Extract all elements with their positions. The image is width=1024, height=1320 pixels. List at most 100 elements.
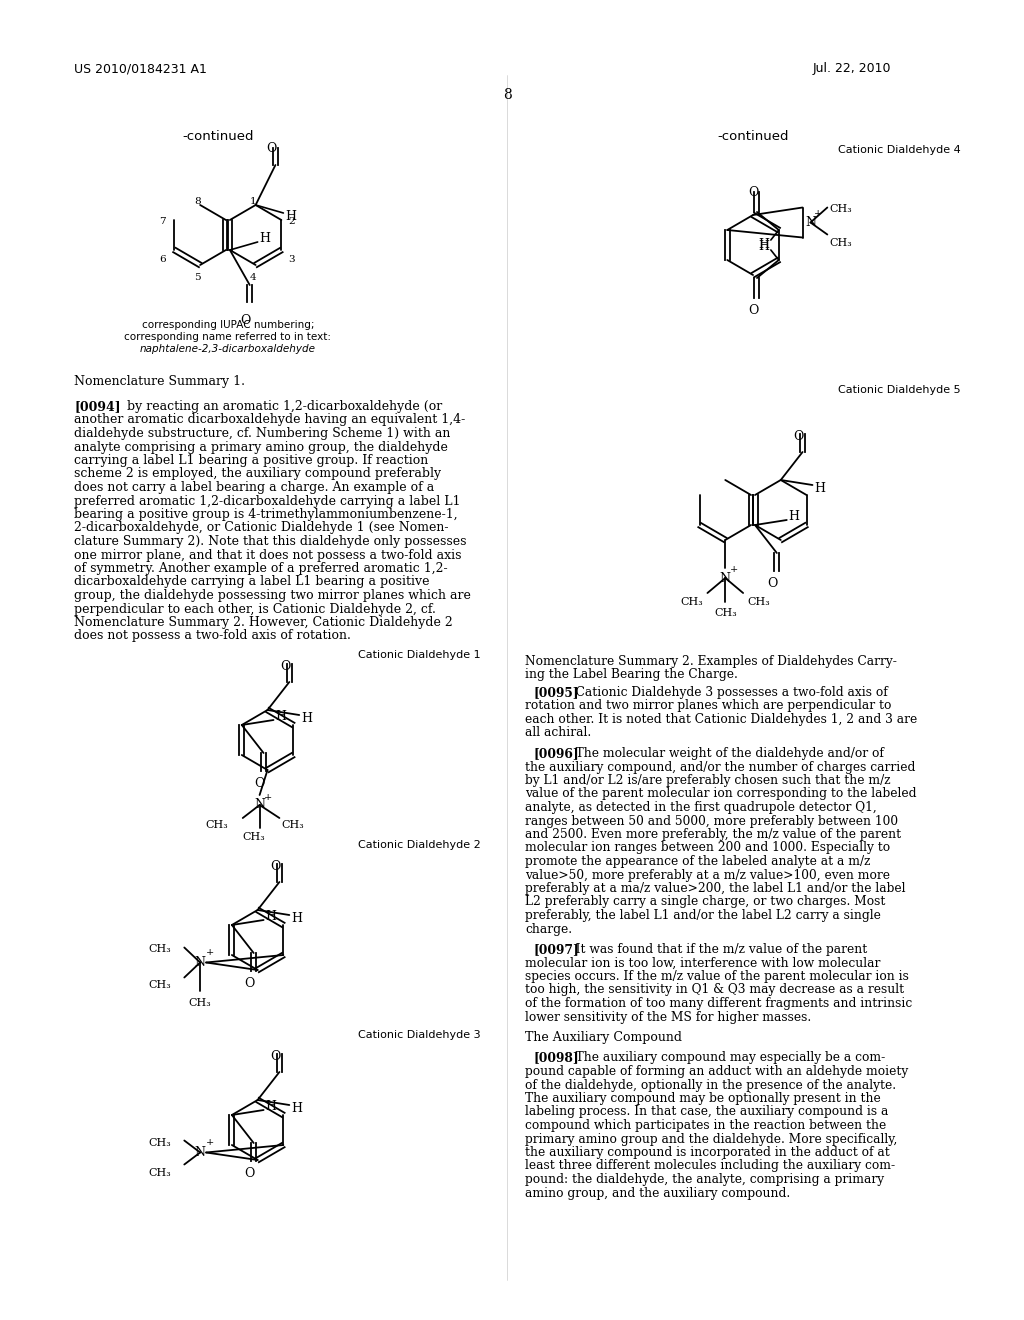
Text: H: H <box>265 1101 276 1114</box>
Text: +: + <box>814 209 822 218</box>
Text: of the formation of too many different fragments and intrinsic: of the formation of too many different f… <box>525 997 912 1010</box>
Text: Nomenclature Summary 2. However, Cationic Dialdehyde 2: Nomenclature Summary 2. However, Cationi… <box>75 616 453 630</box>
Text: Cationic Dialdehyde 3: Cationic Dialdehyde 3 <box>358 1030 480 1040</box>
Text: CH₃: CH₃ <box>148 1167 171 1177</box>
Text: too high, the sensitivity in Q1 & Q3 may decrease as a result: too high, the sensitivity in Q1 & Q3 may… <box>525 983 904 997</box>
Text: value>50, more preferably at a m/z value>100, even more: value>50, more preferably at a m/z value… <box>525 869 890 882</box>
Text: of the dialdehyde, optionally in the presence of the analyte.: of the dialdehyde, optionally in the pre… <box>525 1078 896 1092</box>
Text: of symmetry. Another example of a preferred aromatic 1,2-: of symmetry. Another example of a prefer… <box>75 562 447 576</box>
Text: pound capable of forming an adduct with an aldehyde moiety: pound capable of forming an adduct with … <box>525 1065 908 1078</box>
Text: naphtalene-2,3-dicarboxaldehyde: naphtalene-2,3-dicarboxaldehyde <box>140 345 315 354</box>
Text: H: H <box>301 711 312 725</box>
Text: CH₃: CH₃ <box>188 998 212 1007</box>
Text: dicarboxaldehyde carrying a label L1 bearing a positive: dicarboxaldehyde carrying a label L1 bea… <box>75 576 430 589</box>
Text: O: O <box>794 430 804 444</box>
Text: O: O <box>768 577 778 590</box>
Text: +: + <box>264 793 272 803</box>
Text: The auxiliary compound may be optionally present in the: The auxiliary compound may be optionally… <box>525 1092 881 1105</box>
Text: preferred aromatic 1,2-dicarboxaldehyde carrying a label L1: preferred aromatic 1,2-dicarboxaldehyde … <box>75 495 461 507</box>
Text: [0094]: [0094] <box>75 400 121 413</box>
Text: another aromatic dicarboxaldehyde having an equivalent 1,4-: another aromatic dicarboxaldehyde having… <box>75 413 466 426</box>
Text: least three different molecules including the auxiliary com-: least three different molecules includin… <box>525 1159 895 1172</box>
Text: lower sensitivity of the MS for higher masses.: lower sensitivity of the MS for higher m… <box>525 1011 811 1023</box>
Text: carrying a label L1 bearing a positive group. If reaction: carrying a label L1 bearing a positive g… <box>75 454 429 467</box>
Text: CH₃: CH₃ <box>282 820 304 830</box>
Text: 8: 8 <box>194 197 201 206</box>
Text: corresponding IUPAC numbering;: corresponding IUPAC numbering; <box>141 319 314 330</box>
Text: The auxiliary compound may especially be a com-: The auxiliary compound may especially be… <box>564 1052 885 1064</box>
Text: ing the Label Bearing the Charge.: ing the Label Bearing the Charge. <box>525 668 738 681</box>
Text: H: H <box>758 239 769 252</box>
Text: O: O <box>266 143 276 154</box>
Text: all achiral.: all achiral. <box>525 726 592 739</box>
Text: 2-dicarboxaldehyde, or Cationic Dialdehyde 1 (see Nomen-: 2-dicarboxaldehyde, or Cationic Dialdehy… <box>75 521 449 535</box>
Text: H: H <box>265 911 276 924</box>
Text: CH₃: CH₃ <box>148 1138 171 1147</box>
Text: O: O <box>748 186 758 199</box>
Text: -continued: -continued <box>182 129 254 143</box>
Text: N: N <box>195 1146 206 1159</box>
Text: [0096]: [0096] <box>534 747 579 760</box>
Text: It was found that if the m/z value of the parent: It was found that if the m/z value of th… <box>564 942 867 956</box>
Text: The molecular weight of the dialdehyde and/or of: The molecular weight of the dialdehyde a… <box>564 747 884 760</box>
Text: CH₃: CH₃ <box>148 945 171 954</box>
Text: O: O <box>748 304 758 317</box>
Text: -continued: -continued <box>717 129 788 143</box>
Text: 3: 3 <box>289 255 295 264</box>
Text: compound which participates in the reaction between the: compound which participates in the react… <box>525 1119 887 1133</box>
Text: does not carry a label bearing a charge. An example of a: does not carry a label bearing a charge.… <box>75 480 434 494</box>
Text: [0095]: [0095] <box>534 686 579 700</box>
Text: H: H <box>291 912 302 924</box>
Text: O: O <box>270 1049 281 1063</box>
Text: molecular ion ranges between 200 and 1000. Especially to: molecular ion ranges between 200 and 100… <box>525 842 890 854</box>
Text: dialdehyde substructure, cf. Numbering Scheme 1) with an: dialdehyde substructure, cf. Numbering S… <box>75 426 451 440</box>
Text: 5: 5 <box>194 273 201 282</box>
Text: O: O <box>245 977 255 990</box>
Text: promote the appearance of the labeled analyte at a m/z: promote the appearance of the labeled an… <box>525 855 870 869</box>
Text: 7: 7 <box>159 216 166 226</box>
Text: group, the dialdehyde possessing two mirror planes which are: group, the dialdehyde possessing two mir… <box>75 589 471 602</box>
Text: 1: 1 <box>250 197 256 206</box>
Text: scheme 2 is employed, the auxiliary compound preferably: scheme 2 is employed, the auxiliary comp… <box>75 467 441 480</box>
Text: CH₃: CH₃ <box>829 205 852 214</box>
Text: O: O <box>245 1167 255 1180</box>
Text: pound: the dialdehyde, the analyte, comprising a primary: pound: the dialdehyde, the analyte, comp… <box>525 1173 885 1185</box>
Text: CH₃: CH₃ <box>748 597 770 607</box>
Text: O: O <box>281 660 291 673</box>
Text: Nomenclature Summary 2. Examples of Dialdehydes Carry-: Nomenclature Summary 2. Examples of Dial… <box>525 655 897 668</box>
Text: CH₃: CH₃ <box>243 832 265 842</box>
Text: primary amino group and the dialdehyde. More specifically,: primary amino group and the dialdehyde. … <box>525 1133 897 1146</box>
Text: perpendicular to each other, is Cationic Dialdehyde 2, cf.: perpendicular to each other, is Cationic… <box>75 602 436 615</box>
Text: preferably, the label L1 and/or the label L2 carry a single: preferably, the label L1 and/or the labe… <box>525 909 881 921</box>
Text: 4: 4 <box>250 273 256 282</box>
Text: bearing a positive group is 4-trimethylammoniumbenzene-1,: bearing a positive group is 4-trimethyla… <box>75 508 458 521</box>
Text: Jul. 22, 2010: Jul. 22, 2010 <box>812 62 891 75</box>
Text: N: N <box>254 799 265 812</box>
Text: CH₃: CH₃ <box>714 609 736 618</box>
Text: Cationic Dialdehyde 4: Cationic Dialdehyde 4 <box>839 145 962 154</box>
Text: and 2500. Even more preferably, the m/z value of the parent: and 2500. Even more preferably, the m/z … <box>525 828 901 841</box>
Text: H: H <box>286 210 296 223</box>
Text: +: + <box>206 948 214 957</box>
Text: H: H <box>275 710 287 723</box>
Text: one mirror plane, and that it does not possess a two-fold axis: one mirror plane, and that it does not p… <box>75 549 462 561</box>
Text: H: H <box>260 231 270 244</box>
Text: by reacting an aromatic 1,2-dicarboxaldehyde (or: by reacting an aromatic 1,2-dicarboxalde… <box>119 400 442 413</box>
Text: H: H <box>758 238 769 251</box>
Text: CH₃: CH₃ <box>205 820 228 830</box>
Text: the auxiliary compound, and/or the number of charges carried: the auxiliary compound, and/or the numbe… <box>525 760 915 774</box>
Text: CH₃: CH₃ <box>829 238 852 248</box>
Text: 8: 8 <box>503 88 512 102</box>
Text: charge.: charge. <box>525 923 572 936</box>
Text: The Auxiliary Compound: The Auxiliary Compound <box>525 1031 682 1044</box>
Text: CH₃: CH₃ <box>681 597 703 607</box>
Text: L2 preferably carry a single charge, or two charges. Most: L2 preferably carry a single charge, or … <box>525 895 886 908</box>
Text: H: H <box>814 482 825 495</box>
Text: N: N <box>720 572 731 585</box>
Text: labeling process. In that case, the auxiliary compound is a: labeling process. In that case, the auxi… <box>525 1106 889 1118</box>
Text: clature Summary 2). Note that this dialdehyde only possesses: clature Summary 2). Note that this diald… <box>75 535 467 548</box>
Text: value of the parent molecular ion corresponding to the labeled: value of the parent molecular ion corres… <box>525 788 916 800</box>
Text: analyte comprising a primary amino group, the dialdehyde: analyte comprising a primary amino group… <box>75 441 449 454</box>
Text: rotation and two mirror planes which are perpendicular to: rotation and two mirror planes which are… <box>525 700 892 713</box>
Text: corresponding name referred to in text:: corresponding name referred to in text: <box>124 333 332 342</box>
